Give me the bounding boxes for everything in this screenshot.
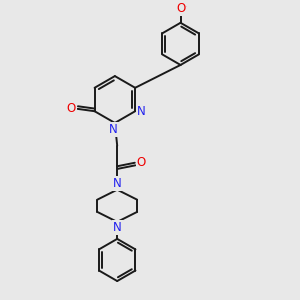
Text: N: N bbox=[137, 105, 146, 118]
Text: N: N bbox=[113, 221, 122, 234]
Text: O: O bbox=[136, 156, 146, 169]
Text: N: N bbox=[109, 123, 118, 136]
Text: O: O bbox=[67, 102, 76, 115]
Text: O: O bbox=[176, 2, 185, 15]
Text: N: N bbox=[113, 177, 122, 190]
